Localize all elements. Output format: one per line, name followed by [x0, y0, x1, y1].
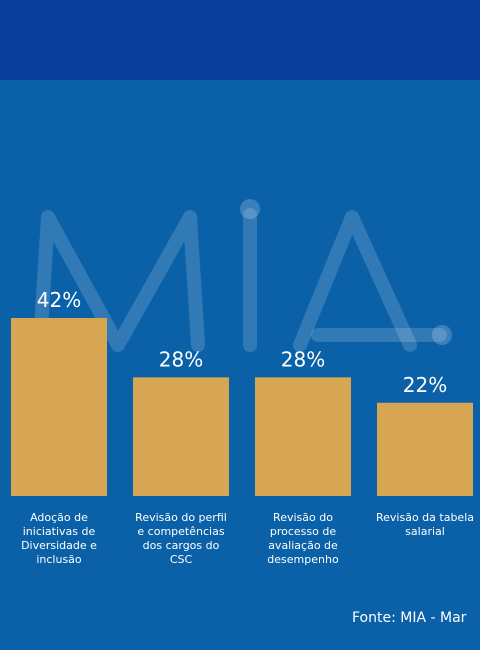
header-band: [0, 0, 480, 80]
category-label-4: Revisão da tabela salarial: [370, 511, 480, 539]
bar-1: [11, 318, 107, 496]
data-label-4: 22%: [403, 373, 447, 397]
category-label-line: Revisão da tabela: [375, 511, 474, 524]
category-label-line: processo de: [269, 525, 337, 538]
bar-2: [133, 377, 229, 496]
data-label-3: 28%: [281, 347, 325, 371]
data-label-2: 28%: [159, 347, 203, 371]
category-label-line: iniciativas de: [22, 525, 96, 538]
category-label-1: Adoção de iniciativas de Diversidade e incl…: [4, 511, 114, 567]
category-label-line: e competências: [137, 525, 225, 538]
category-label-line: salarial: [405, 525, 445, 538]
category-label-line: inclusão: [36, 553, 82, 566]
category-label-2: Revisão do perfil e competências dos cargo…: [126, 511, 236, 567]
category-label-line: desempenho: [267, 553, 339, 566]
mia-watermark-logo: [33, 199, 452, 352]
category-label-line: dos cargos do: [142, 539, 220, 552]
category-label-line: Adoção de: [30, 511, 88, 524]
category-label-line: Revisão do: [273, 511, 333, 524]
category-label-line: Diversidade e: [21, 539, 97, 552]
category-label-3: Revisão do processo de avaliação de desempe…: [248, 511, 358, 567]
category-label-line: Revisão do perfil: [135, 511, 227, 524]
category-label-line: CSC: [169, 553, 193, 566]
bar-3: [255, 377, 351, 496]
bar-4: [377, 402, 473, 496]
source-note: Fonte: MIA - Mar: [352, 610, 467, 626]
category-label-line: avaliação de: [268, 539, 338, 552]
data-label-1: 42%: [37, 288, 81, 312]
